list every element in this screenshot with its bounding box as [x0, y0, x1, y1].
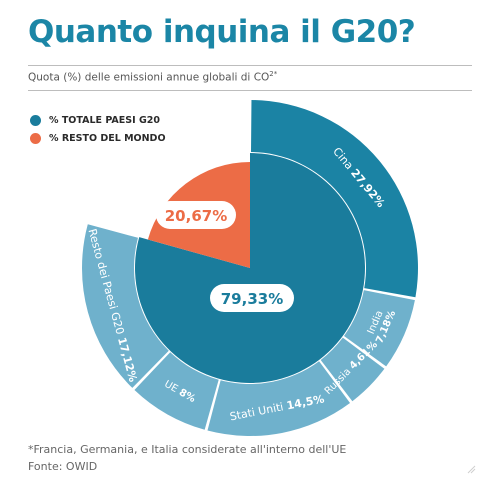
- pie-g20-badge: [210, 284, 294, 312]
- legend-label-rest: % RESTO DEL MONDO: [49, 132, 166, 144]
- footnote: *Francia, Germania, e Italia considerate…: [28, 441, 346, 475]
- footnote-source: Fonte: OWID: [28, 460, 98, 473]
- legend-label-g20: % TOTALE PAESI G20: [49, 114, 160, 126]
- ring-segment-cina: [251, 100, 418, 298]
- subtitle-text: Quota (%) delle emissioni annue globali …: [28, 71, 270, 84]
- page-title: Quanto inquina il G20?: [28, 14, 416, 50]
- subtitle-divider: [28, 90, 472, 91]
- title-divider: [28, 65, 472, 66]
- legend-item-rest: % RESTO DEL MONDO: [30, 130, 166, 146]
- subtitle: Quota (%) delle emissioni annue globali …: [28, 70, 277, 84]
- footnote-note: *Francia, Germania, e Italia considerate…: [28, 443, 347, 456]
- ring-segment-stati-uniti: [207, 361, 351, 436]
- pie-rest-label: 20,67%: [165, 207, 227, 225]
- ring-segment-resto-dei-paesi-g20: [81, 224, 169, 388]
- ring-segment-ue: [134, 352, 219, 430]
- legend: % TOTALE PAESI G20 % RESTO DEL MONDO: [30, 112, 166, 148]
- ring-segment-russia: [320, 337, 385, 402]
- legend-item-g20: % TOTALE PAESI G20: [30, 112, 166, 128]
- pie-slice-g20: [135, 153, 366, 383]
- pie-g20-label: 79,33%: [221, 290, 283, 308]
- subtitle-sup: 2*: [269, 70, 278, 78]
- pie-rest-badge: [156, 201, 236, 229]
- resize-grip-icon: [467, 465, 476, 474]
- legend-dot-g20: [30, 114, 41, 126]
- legend-dot-rest: [30, 132, 41, 144]
- ring-segment-india: [344, 290, 415, 367]
